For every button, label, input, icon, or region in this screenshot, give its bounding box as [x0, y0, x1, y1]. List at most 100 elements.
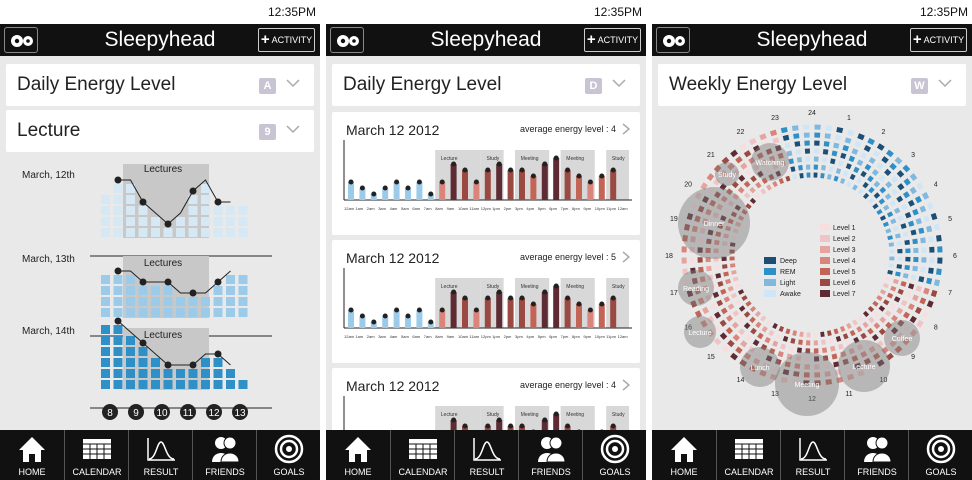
gear-icon — [337, 35, 359, 47]
chart-type-selector[interactable]: Daily Energy Level D — [332, 64, 640, 106]
energy-arc — [873, 192, 881, 199]
energy-arc — [694, 310, 703, 318]
tab-home[interactable]: HOME — [0, 430, 64, 480]
tab-friends[interactable]: FRIENDS — [192, 430, 256, 480]
energy-point — [405, 185, 411, 191]
tab-friends[interactable]: FRIENDS — [518, 430, 582, 480]
activity-selector[interactable]: Lecture 9 — [6, 110, 314, 152]
energy-cell — [101, 195, 110, 204]
tab-home[interactable]: HOME — [652, 430, 716, 480]
x-tick-label: 2am — [367, 206, 375, 211]
tab-goals[interactable]: GOALS — [908, 430, 972, 480]
energy-arc — [731, 269, 737, 275]
energy-arc — [738, 198, 746, 205]
energy-cell — [238, 308, 248, 317]
energy-cell — [226, 228, 235, 237]
energy-arc — [868, 157, 876, 165]
energy-point — [394, 307, 400, 313]
energy-cell — [213, 286, 223, 295]
energy-arc — [828, 166, 834, 172]
energy-cell — [113, 228, 123, 237]
energy-arc — [885, 181, 893, 189]
energy-arc — [735, 346, 743, 354]
energy-arc — [833, 361, 840, 368]
tab-result[interactable]: RESULT — [454, 430, 518, 480]
energy-arc — [893, 207, 901, 214]
energy-cell — [138, 380, 148, 389]
energy-arc — [745, 300, 752, 307]
energy-arc — [723, 296, 731, 303]
energy-arc — [856, 325, 863, 333]
hour-label: 3 — [911, 152, 915, 159]
activity-label: Reading — [683, 286, 709, 293]
tab-label: FRIENDS — [857, 467, 897, 477]
energy-arc — [896, 264, 902, 269]
tab-label: FRIENDS — [531, 467, 571, 477]
energy-arc — [777, 351, 784, 358]
energy-cell — [101, 206, 110, 215]
energy-arc — [848, 347, 856, 355]
x-tick-label: 7am — [424, 334, 432, 339]
energy-arc — [682, 234, 688, 242]
energy-arc — [706, 265, 712, 272]
energy-arc — [900, 203, 908, 211]
tab-calendar[interactable]: CALENDAR — [64, 430, 128, 480]
x-tick-label: 4am — [390, 334, 398, 339]
energy-arc — [749, 197, 757, 205]
energy-arc — [698, 266, 704, 273]
energy-arc — [896, 307, 904, 315]
settings-button[interactable] — [4, 27, 38, 53]
energy-arc — [755, 321, 762, 329]
energy-arc — [732, 276, 739, 282]
energy-point — [348, 179, 354, 185]
energy-arc — [709, 283, 716, 290]
energy-arc — [912, 294, 919, 302]
energy-bar — [450, 292, 457, 328]
tab-result[interactable]: RESULT — [128, 430, 192, 480]
settings-button[interactable] — [330, 27, 364, 53]
add-activity-button[interactable]: + ACTIVITY — [910, 28, 967, 52]
energy-arc — [714, 311, 722, 319]
tab-calendar[interactable]: CALENDAR — [716, 430, 780, 480]
tab-home[interactable]: HOME — [326, 430, 390, 480]
day-card[interactable]: March 12 2012 average energy level : 4 Lec… — [332, 112, 640, 235]
add-activity-button[interactable]: + ACTIVITY — [584, 28, 641, 52]
chart-type-selector[interactable]: Daily Energy Level A — [6, 64, 314, 106]
tab-goals[interactable]: GOALS — [582, 430, 646, 480]
x-tick-label: 6pm — [549, 334, 557, 339]
settings-button[interactable] — [656, 27, 690, 53]
energy-cell — [201, 369, 210, 378]
energy-point — [599, 173, 605, 179]
energy-arc — [902, 311, 910, 319]
tab-result[interactable]: RESULT — [780, 430, 844, 480]
home-icon — [343, 434, 373, 464]
energy-arc — [697, 205, 705, 213]
hour-label: 15 — [707, 354, 715, 361]
energy-cell — [138, 297, 148, 306]
tab-calendar[interactable]: CALENDAR — [390, 430, 454, 480]
activity-band-label: Study — [612, 412, 625, 418]
energy-arc — [873, 311, 881, 318]
energy-point — [359, 313, 365, 319]
energy-arc — [884, 310, 892, 317]
energy-arc — [741, 295, 748, 301]
tab-friends[interactable]: FRIENDS — [844, 430, 908, 480]
energy-arc — [707, 186, 715, 195]
energy-arc — [857, 133, 865, 141]
energy-arc — [762, 140, 770, 148]
energy-arc — [727, 285, 734, 292]
energy-point — [371, 319, 377, 325]
energy-arc — [731, 321, 739, 329]
energy-arc — [716, 299, 724, 307]
tab-goals[interactable]: GOALS — [256, 430, 320, 480]
energy-arc — [786, 353, 793, 360]
energy-arc — [904, 239, 910, 245]
energy-arc — [902, 164, 911, 173]
day-card[interactable]: March 12 2012 average energy level : 5 Lec… — [332, 240, 640, 363]
energy-point — [542, 289, 548, 295]
add-activity-button[interactable]: + ACTIVITY — [258, 28, 315, 52]
chart-type-selector[interactable]: Weekly Energy Level W — [658, 64, 966, 106]
energy-arc — [876, 359, 885, 367]
